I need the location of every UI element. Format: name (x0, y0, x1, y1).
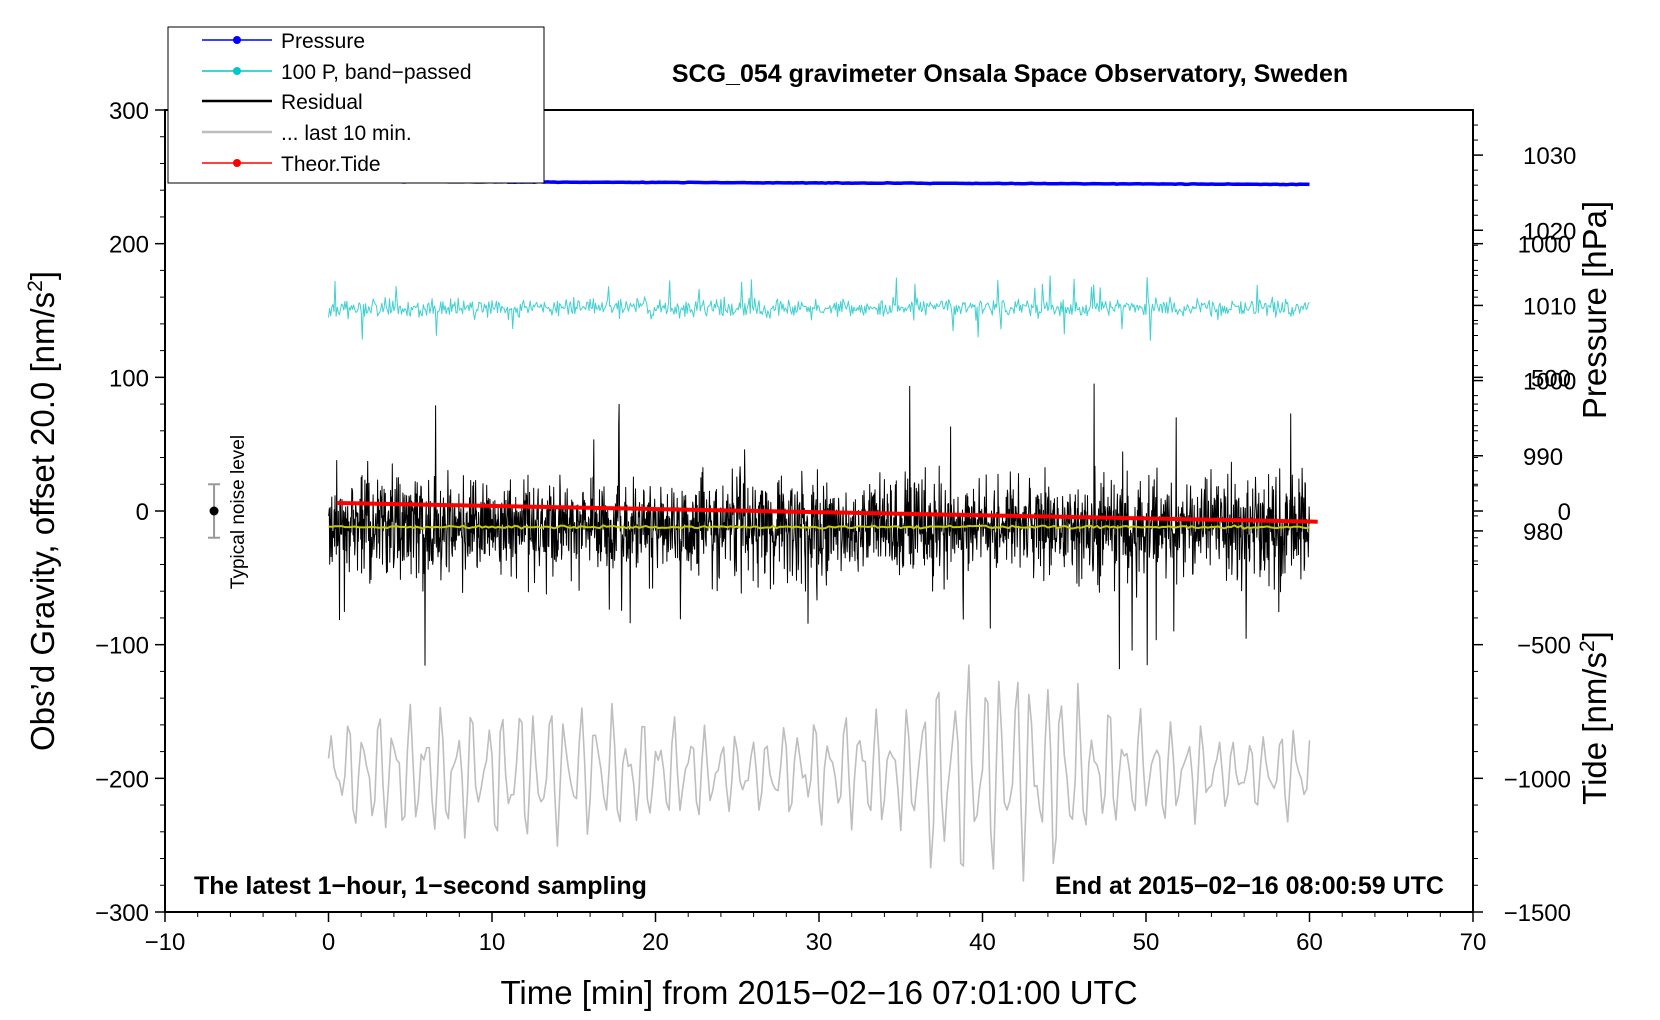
noise-dot (209, 506, 219, 516)
legend-label-last-10-min: ... last 10 min. (281, 122, 412, 145)
series-bandpassed (328, 275, 1310, 341)
legend-box (167, 26, 545, 184)
pressure-tick-label: 1020 (1523, 218, 1576, 245)
x-tick-label: 30 (806, 929, 833, 956)
tide-tick-label: 0 (1558, 499, 1571, 526)
tide-tick-label: −500 (1517, 633, 1571, 660)
legend: Pressure 100 P, band−passed Residual ...… (167, 26, 545, 184)
legend-label-theor-tide: Theor.Tide (281, 153, 381, 176)
series-residual-smoothed (328, 524, 1310, 530)
noise-level-indicator: Typical noise level (208, 435, 249, 589)
series-last-10-min (327, 664, 1311, 882)
legend-item-last-10-min: ... last 10 min. (202, 122, 412, 145)
y-tick-label: 100 (109, 365, 149, 392)
x-axis-title: Time [min] from 2015−02−16 07:01:00 UTC (500, 974, 1137, 1011)
legend-label-residual: Residual (281, 91, 363, 114)
x-tick-label: 20 (642, 929, 669, 956)
chart-title: SCG_054 gravimeter Onsala Space Observat… (672, 60, 1348, 88)
axis-ticks: −10 0 10 20 30 40 50 60 703002001000−100−200−300… (95, 98, 1576, 956)
y-tick-label: −300 (95, 900, 149, 927)
tide-tick-label: −1000 (1504, 766, 1571, 793)
legend-label-bandpassed: 100 P, band−passed (281, 61, 472, 84)
pressure-tick-label: 980 (1523, 519, 1563, 546)
legend-label-pressure: Pressure (281, 30, 365, 53)
x-tick-label: −10 (145, 929, 186, 956)
y-tick-label: 300 (109, 98, 149, 125)
pressure-tick-label: 1010 (1523, 293, 1576, 320)
end-time-annotation: End at 2015−02−16 08:00:59 UTC (1055, 872, 1444, 900)
x-tick-label: 0 (322, 929, 335, 956)
pressure-tick-label: 1000 (1523, 369, 1576, 396)
noise-level-label: Typical noise level (228, 435, 249, 589)
tide-tick-label: 500 (1531, 365, 1571, 392)
y-axis-title: Obs’d Gravity, offset 20.0 [nm/s2] (24, 271, 61, 751)
pressure-tick-label: 990 (1523, 444, 1563, 471)
series-theor-tide (336, 501, 1318, 524)
tide-tick-label: −1500 (1504, 900, 1571, 927)
x-tick-label: 40 (969, 929, 996, 956)
legend-item-theor-tide: Theor.Tide (202, 153, 381, 176)
y-tick-label: −100 (95, 633, 149, 660)
x-tick-label: 10 (479, 929, 506, 956)
x-tick-label: 70 (1460, 929, 1487, 956)
sampling-annotation: The latest 1−hour, 1−second sampling (194, 872, 647, 900)
series-layer (327, 179, 1318, 882)
legend-item-bandpassed: 100 P, band−passed (202, 61, 472, 84)
y-tick-label: 0 (136, 499, 149, 526)
y-tick-label: −200 (95, 766, 149, 793)
pressure-tick-label: 1030 (1523, 143, 1576, 170)
x-tick-label: 50 (1133, 929, 1160, 956)
y-tick-label: 200 (109, 232, 149, 259)
series-residual (328, 383, 1310, 670)
tide-tick-label: 1000 (1518, 232, 1571, 259)
x-tick-label: 60 (1296, 929, 1323, 956)
legend-item-pressure: Pressure (202, 30, 365, 53)
legend-item-residual: Residual (202, 91, 363, 114)
tide-axis-title: Tide [nm/s2] (1576, 631, 1613, 805)
pressure-axis-title: Pressure [hPa] (1576, 201, 1613, 419)
